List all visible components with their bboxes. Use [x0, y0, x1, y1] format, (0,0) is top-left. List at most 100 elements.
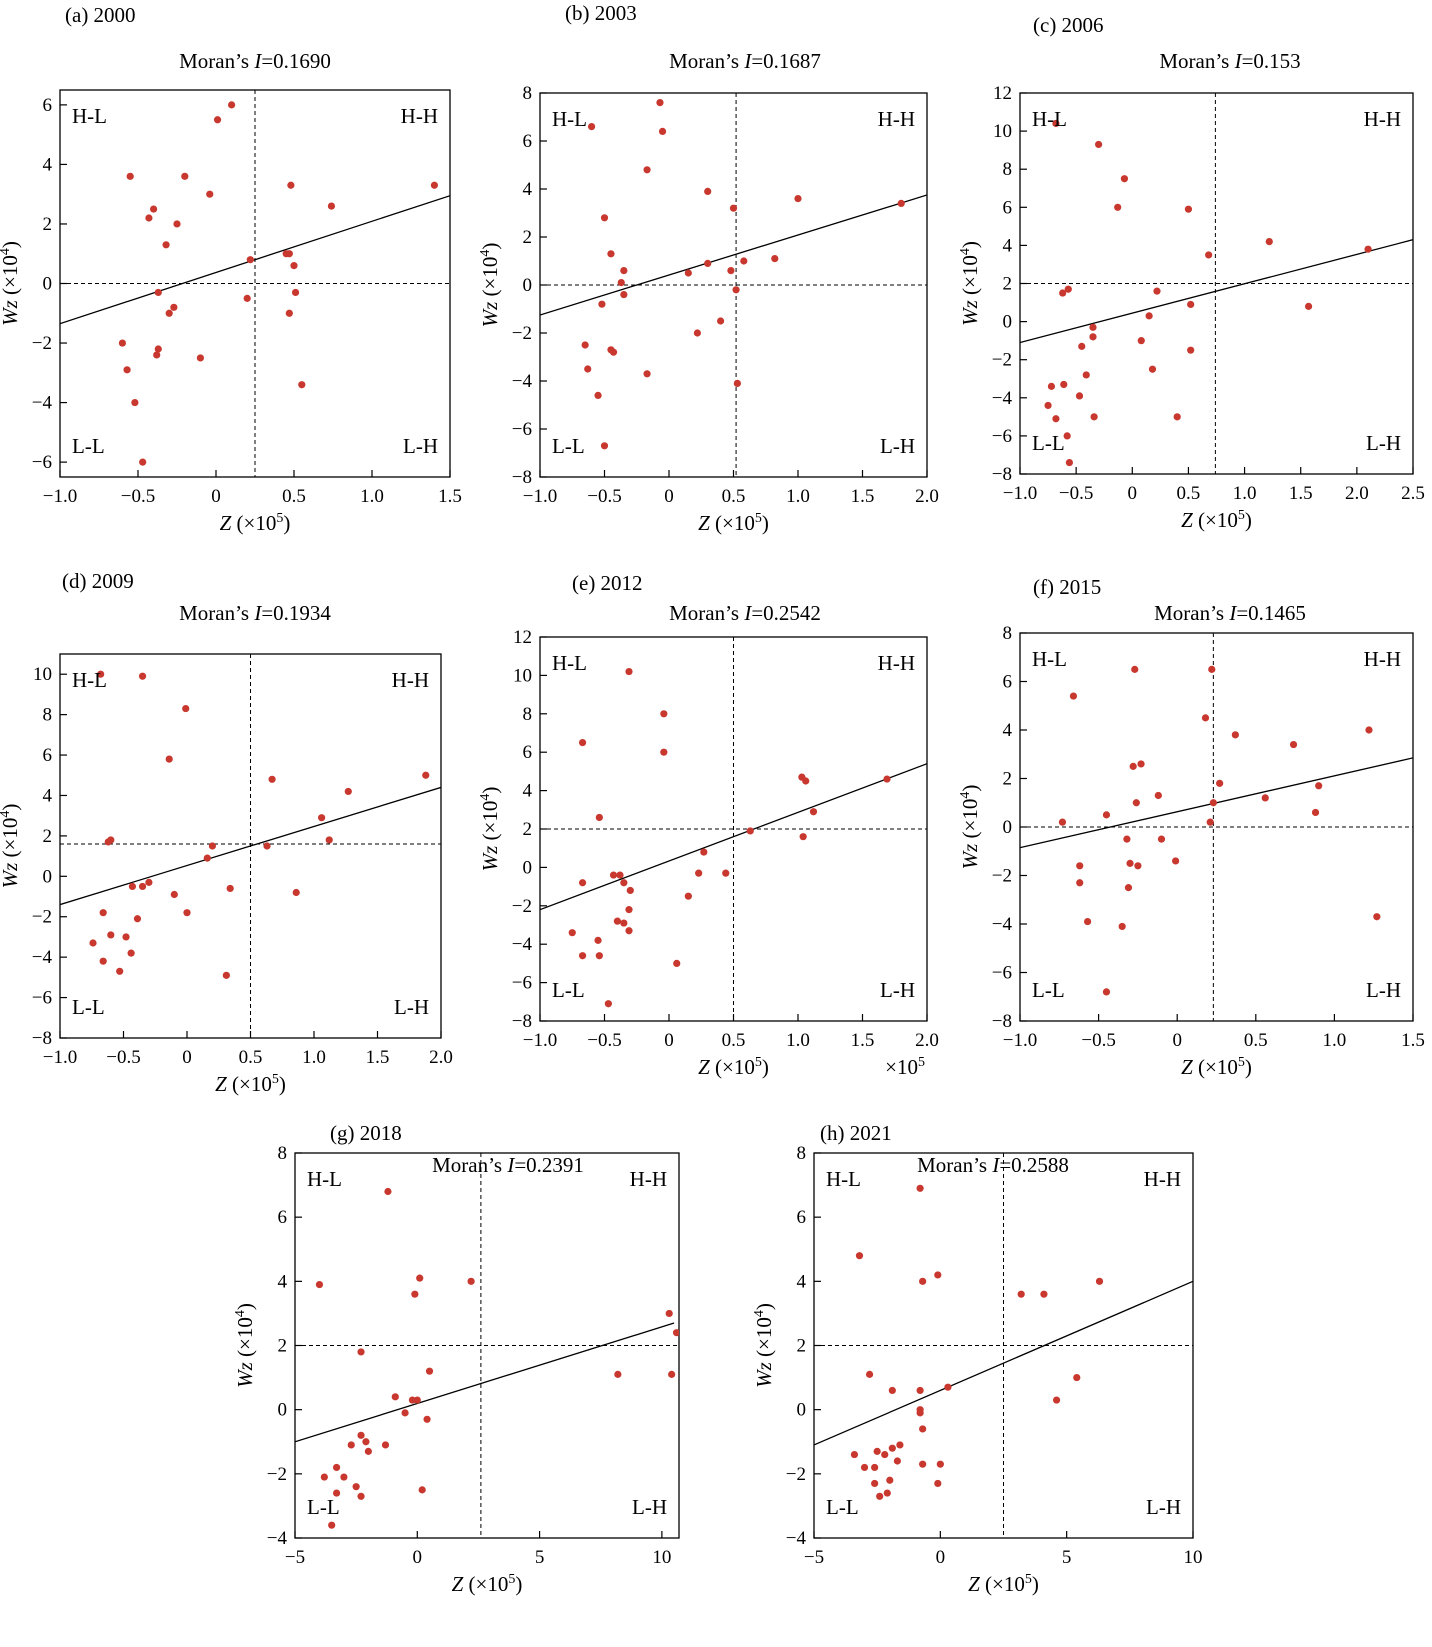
x-axis-close: ): [283, 511, 290, 535]
x-axis-close: ): [1245, 508, 1252, 532]
data-point: [182, 704, 190, 713]
data-point: [855, 1252, 864, 1260]
y-axis-variable: Wz: [478, 302, 502, 328]
data-point: [600, 214, 609, 222]
data-point: [292, 888, 300, 897]
data-point: [722, 869, 730, 877]
data-point: [226, 884, 234, 893]
data-point: [104, 838, 112, 846]
data-point: [1052, 415, 1060, 423]
data-point: [332, 1463, 341, 1472]
data-point: [865, 1370, 874, 1378]
x-tick-label: 1.0: [360, 486, 384, 507]
quadrant-label-lh: L-H: [880, 978, 915, 1002]
quadrant-label-lh: L-H: [632, 1495, 667, 1519]
data-point: [916, 1386, 924, 1395]
data-point: [578, 952, 587, 960]
data-point: [127, 949, 135, 957]
y-tick-label: −8: [512, 1011, 532, 1032]
data-point: [430, 181, 438, 189]
data-point: [150, 205, 158, 213]
data-point: [1123, 835, 1131, 843]
data-point: [154, 345, 162, 353]
data-point: [325, 836, 333, 844]
y-tick-label: 2: [1003, 769, 1013, 790]
x-axis-variable: Z: [968, 1572, 980, 1596]
x-tick-label: 1.5: [1289, 483, 1313, 504]
quadrant-label-hl: H-L: [552, 107, 587, 131]
plot-area: [60, 90, 450, 477]
data-point: [1129, 762, 1137, 770]
data-point: [467, 1277, 475, 1285]
y-axis-exponent: 4: [752, 1310, 767, 1317]
data-point: [1089, 323, 1097, 331]
data-point: [1153, 287, 1161, 295]
panel-label: (d) 2009: [62, 569, 134, 593]
y-tick-label: 6: [797, 1207, 807, 1228]
data-point: [727, 267, 735, 275]
data-point: [357, 1431, 365, 1439]
title-variable: I: [1228, 601, 1237, 625]
x-tick-label: 0: [936, 1547, 946, 1568]
data-point: [1075, 392, 1084, 400]
y-tick-label: −4: [512, 934, 533, 955]
title-prefix: Moran’s: [432, 1153, 507, 1177]
data-point: [381, 1441, 390, 1449]
x-tick-label: 2.5: [1401, 483, 1425, 504]
data-point: [423, 1415, 431, 1423]
x-tick-label: 1.0: [1323, 1030, 1347, 1051]
scatter-panel: −1.0 −0.5 0 0.5 1.0 1.5 2.0 −8 −6 −4 −2 0 2 4 6 8 10 H-L H…: [0, 569, 453, 1096]
x-tick-label: 5: [1062, 1547, 1072, 1568]
data-point: [357, 1492, 365, 1500]
y-tick-label: 0: [1003, 817, 1013, 838]
y-tick-label: 12: [513, 627, 532, 648]
data-point: [1102, 811, 1111, 819]
chart-title: Moran’s I=0.153: [1159, 49, 1300, 73]
data-point: [203, 854, 211, 862]
quadrant-label-ll: L-L: [72, 434, 105, 458]
data-point: [1073, 1373, 1081, 1382]
data-point: [609, 871, 618, 879]
chart-title: Moran’s I=0.1465: [1154, 601, 1306, 625]
panel-label: (b) 2003: [565, 1, 637, 25]
x-axis-extra-label: ×105: [885, 1055, 925, 1079]
plot-area: [540, 93, 927, 477]
y-tick-label: 2: [43, 214, 53, 235]
data-point: [97, 670, 105, 678]
data-point: [1095, 140, 1103, 149]
data-point: [290, 262, 298, 270]
y-tick-label: 0: [1003, 312, 1013, 333]
title-prefix: Moran’s: [179, 49, 254, 73]
data-point: [268, 775, 276, 783]
y-tick-label: 4: [1003, 235, 1013, 256]
x-tick-label: 1.5: [1401, 1030, 1425, 1051]
data-point: [384, 1187, 392, 1196]
x-tick-label: 0: [1128, 483, 1138, 504]
data-point: [1120, 175, 1129, 183]
data-point: [1064, 285, 1072, 293]
y-tick-label: −2: [267, 1464, 287, 1485]
data-point: [1137, 760, 1145, 768]
data-point: [613, 917, 622, 925]
regression-line: [1020, 239, 1413, 344]
data-point: [888, 1386, 896, 1395]
data-point: [327, 202, 336, 210]
data-point: [625, 667, 633, 676]
data-point: [658, 127, 667, 135]
x-tick-label: 1.5: [851, 1030, 875, 1051]
regression-line: [60, 195, 450, 325]
y-axis-label: Wz (×104): [0, 804, 22, 889]
y-tick-label: 4: [1003, 720, 1013, 741]
data-point: [660, 748, 668, 756]
data-point: [1132, 799, 1140, 807]
data-point: [133, 915, 142, 923]
x-tick-label: −0.5: [587, 1030, 621, 1051]
data-point: [1206, 818, 1214, 826]
quadrant-label-hh: H-H: [878, 651, 915, 675]
quadrant-label-ll: L-L: [1032, 431, 1065, 455]
y-axis-exponent: 4: [958, 248, 973, 255]
y-axis-unit: (×10: [0, 818, 22, 863]
data-point: [123, 366, 131, 374]
data-point: [581, 341, 589, 349]
y-tick-label: −4: [32, 393, 53, 414]
